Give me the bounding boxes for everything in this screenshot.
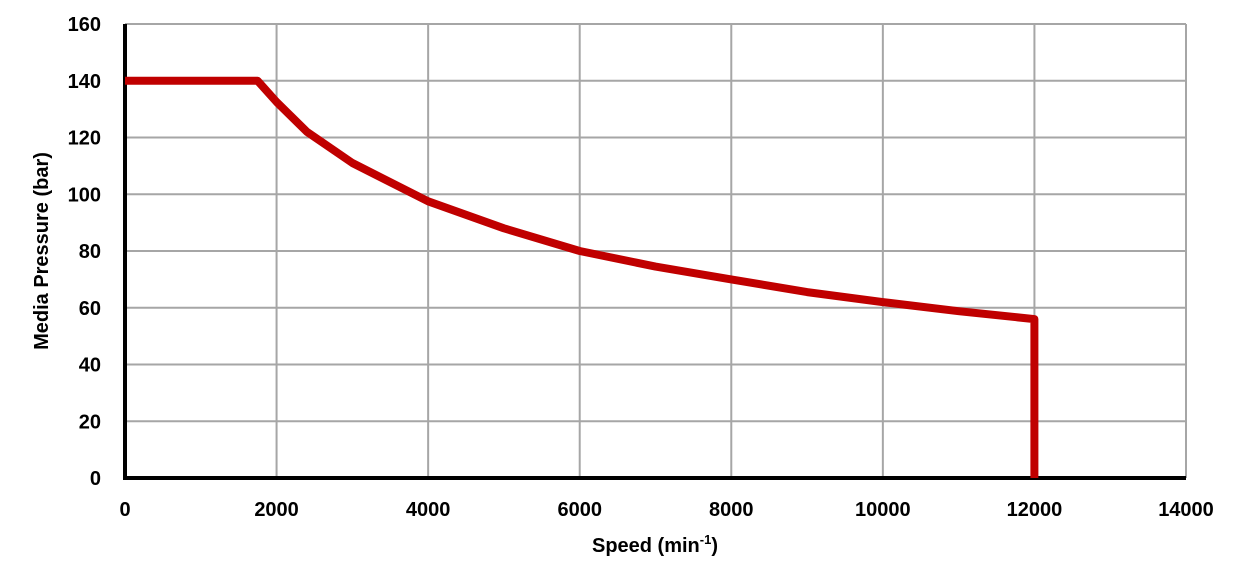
x-tick-label: 14000: [1158, 499, 1214, 521]
y-tick-label: 160: [68, 14, 101, 36]
y-tick-label: 80: [79, 241, 101, 263]
y-tick-label: 60: [79, 298, 101, 320]
y-tick-label: 20: [79, 411, 101, 433]
x-tick-label: 6000: [557, 499, 602, 521]
x-tick-label: 10000: [855, 499, 911, 521]
x-axis-title: Speed (min-1): [592, 532, 718, 557]
y-tick-label: 100: [68, 184, 101, 206]
x-axis-ticks: 0 2000 4000 6000 8000 10000 12000 14000: [119, 499, 1213, 521]
y-axis-title: Media Pressure (bar): [31, 152, 53, 350]
x-tick-label: 2000: [254, 499, 299, 521]
x-tick-label: 8000: [709, 499, 754, 521]
x-tick-label: 0: [119, 499, 130, 521]
y-axis-ticks: 0 20 40 60 80 100 120 140 160: [68, 14, 101, 490]
x-tick-label: 12000: [1007, 499, 1063, 521]
data-series: [125, 76, 1039, 478]
pressure-curve: [125, 76, 1039, 478]
gridlines: [125, 23, 1187, 478]
y-tick-label: 140: [68, 71, 101, 93]
x-tick-label: 4000: [406, 499, 451, 521]
y-tick-label: 120: [68, 128, 101, 150]
axes: [123, 24, 1186, 480]
y-tick-label: 0: [90, 468, 101, 490]
y-tick-label: 40: [79, 355, 101, 377]
